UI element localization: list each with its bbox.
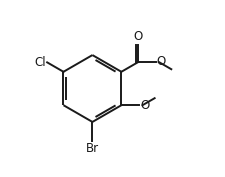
Text: O: O [140, 99, 149, 112]
Text: Br: Br [86, 142, 99, 155]
Text: Cl: Cl [34, 56, 46, 69]
Text: O: O [133, 30, 142, 43]
Text: O: O [156, 55, 165, 68]
